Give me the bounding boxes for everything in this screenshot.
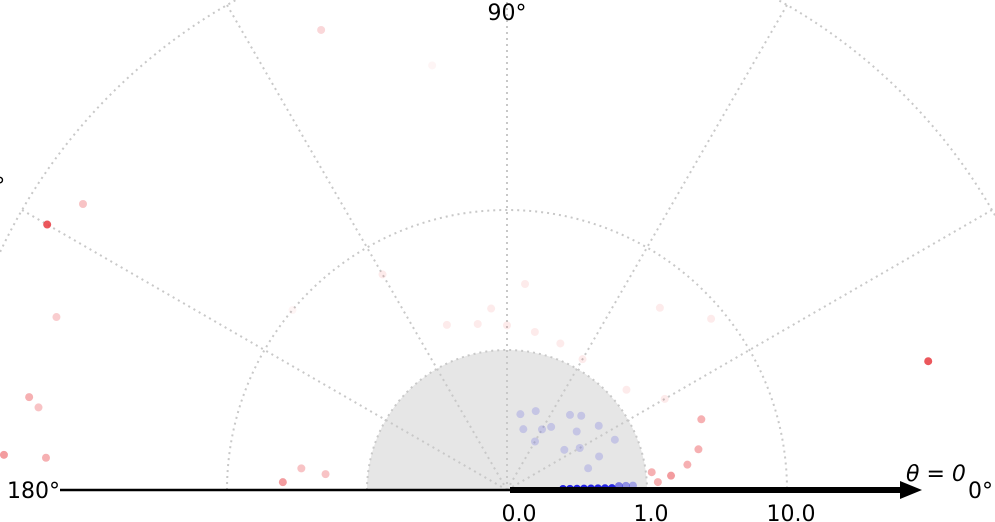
red-data-point xyxy=(503,321,511,330)
red-data-point xyxy=(34,403,43,412)
red-data-point xyxy=(556,339,565,348)
angle-tick-label: 0° xyxy=(968,479,993,504)
blue-data-point xyxy=(531,407,540,416)
angle-tick-label: 90° xyxy=(488,1,527,26)
radial-tick-label: 0.0 xyxy=(502,502,537,522)
red-data-point xyxy=(321,470,330,479)
red-data-point xyxy=(707,314,716,323)
blue-data-point xyxy=(577,411,586,420)
blue-data-point xyxy=(519,425,528,434)
angle-tick-label: 180° xyxy=(7,479,60,504)
radial-tick-label: 1.0 xyxy=(634,502,669,522)
red-data-point xyxy=(655,303,664,312)
red-data-point xyxy=(660,394,669,403)
red-data-point xyxy=(25,393,34,402)
red-data-point xyxy=(647,468,656,477)
blue-data-point xyxy=(572,427,581,436)
blue-data-point xyxy=(575,444,584,452)
red-data-point xyxy=(0,450,8,459)
shaded-region xyxy=(367,350,647,490)
blue-data-point xyxy=(565,410,574,419)
blue-data-point xyxy=(610,435,619,444)
red-data-point xyxy=(428,61,437,70)
red-data-point xyxy=(653,478,662,487)
red-data-point xyxy=(683,460,692,469)
red-data-point xyxy=(78,200,87,209)
grid xyxy=(0,0,995,491)
red-data-point xyxy=(622,385,631,394)
red-data-point xyxy=(43,220,52,229)
blue-data-point xyxy=(595,452,604,461)
red-data-point xyxy=(278,478,287,487)
grid-circle xyxy=(366,349,648,491)
red-data-point xyxy=(530,327,539,336)
blue-data-point xyxy=(547,422,556,431)
red-data-point xyxy=(288,306,297,315)
grid-spoke xyxy=(506,4,788,491)
theta-zero-annotation: θ = 0 xyxy=(906,462,966,487)
grid-circle xyxy=(226,209,788,491)
red-data-point xyxy=(41,453,50,462)
blue-data-point xyxy=(594,421,603,430)
red-data-point xyxy=(297,464,306,473)
grid-spoke xyxy=(226,4,508,491)
red-data-point xyxy=(487,304,496,313)
angle-tick-label: 150° xyxy=(0,174,5,199)
red-data-point xyxy=(378,270,387,279)
blue-data-point xyxy=(531,437,539,446)
red-data-point xyxy=(52,313,61,322)
red-data-point xyxy=(697,415,706,424)
red-data-point xyxy=(442,320,451,329)
red-data-point xyxy=(667,471,676,480)
radial-tick-label: 10.0 xyxy=(767,502,816,522)
axes xyxy=(60,481,922,499)
blue-data-point xyxy=(584,464,593,473)
arrow-head xyxy=(900,481,922,499)
data-points xyxy=(0,25,933,494)
blue-data-point xyxy=(560,445,569,454)
red-data-point xyxy=(521,279,530,288)
red-data-point xyxy=(473,319,482,328)
red-data-point xyxy=(317,25,326,34)
grid-spoke xyxy=(21,209,508,491)
red-data-point xyxy=(694,445,703,454)
red-data-point xyxy=(578,355,587,364)
red-data-point xyxy=(924,357,933,366)
blue-data-point xyxy=(516,410,525,419)
blue-data-point xyxy=(538,425,546,434)
